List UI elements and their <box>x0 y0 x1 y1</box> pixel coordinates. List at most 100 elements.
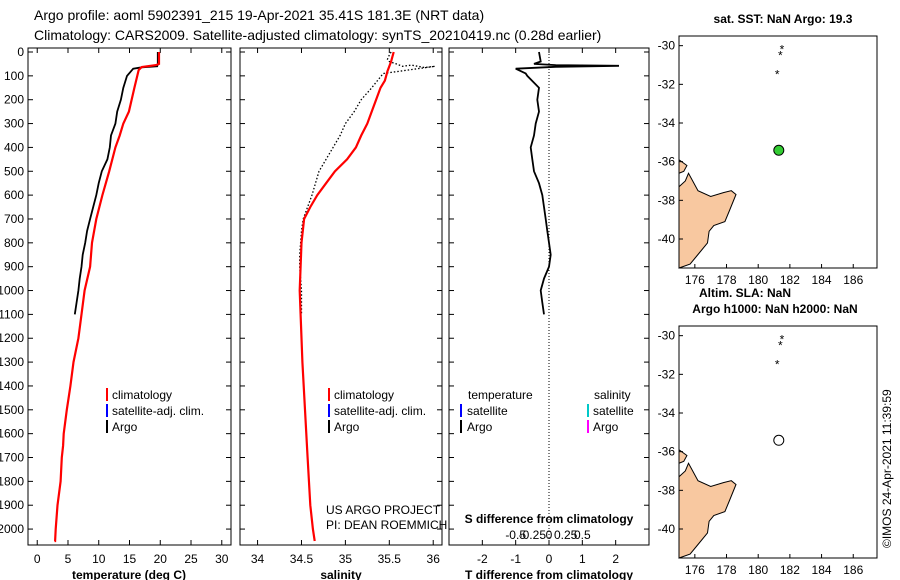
x-tick-label: 34.5 <box>290 552 314 566</box>
map-y-tick-label: -34 <box>658 406 676 420</box>
s-tick-label: 0.5 <box>574 528 591 542</box>
map-sst-title: sat. SST: NaN Argo: 19.3 <box>714 12 853 26</box>
s-tick-label: -0.25 <box>519 528 547 542</box>
depth-axis: 0 100 200 300 400 500 600 700 800 900 1000 1100 1200… <box>0 45 649 536</box>
x-tick-label: 20 <box>154 552 168 566</box>
map-x-tick-label: 180 <box>748 273 768 287</box>
map-x-tick-label: 178 <box>717 273 737 287</box>
map-sst: ***176 178 180 182 184 186-30-32-34-36-38-40 <box>658 35 878 287</box>
credit-line-2: PI: DEAN ROEMMICH <box>326 518 447 532</box>
map-x-tick-label: 184 <box>812 273 832 287</box>
map-y-tick-label: -30 <box>658 39 676 53</box>
x-tick-label: 0 <box>546 552 553 566</box>
map-sla-subtitle: Argo h1000: NaN h2000: NaN <box>692 302 857 316</box>
x-tick-label: 30 <box>215 552 229 566</box>
depth-tick-label: 100 <box>4 69 24 83</box>
legend-argo-label: Argo <box>112 420 138 434</box>
depth-tick-label: 800 <box>4 236 24 250</box>
x-tick-label: 15 <box>123 552 137 566</box>
depth-tick-label: 1100 <box>0 307 24 321</box>
island-shape <box>678 448 688 465</box>
prev-position-marker: * <box>778 338 783 352</box>
map-y-tick-label: -40 <box>658 232 676 246</box>
salinity-argo-line <box>299 51 436 315</box>
temperature-argo-line <box>73 52 159 315</box>
diff-legend-temperature-header: temperature <box>468 388 533 402</box>
depth-tick-label: 1700 <box>0 451 24 465</box>
map-y-tick-label: -36 <box>658 445 676 459</box>
temperature-climatology-line <box>54 52 161 543</box>
map-y-tick-label: -32 <box>658 367 676 381</box>
watermark: ©IMOS 24-Apr-2021 11:39:59 <box>880 389 894 548</box>
diff-legend-argo-s-label: Argo <box>593 420 619 434</box>
depth-tick-label: 1600 <box>0 427 24 441</box>
temperature-plot: 0 5 10 15 20 25 30 <box>34 48 229 566</box>
map-x-tick-label: 186 <box>843 563 863 577</box>
temperature-xlabel: temperature (deg C) <box>72 568 186 580</box>
map-sla-title: Altim. SLA: NaN <box>699 286 791 300</box>
header-line-2: Climatology: CARS2009. Satellite-adjuste… <box>34 27 601 43</box>
x-tick-label: -1 <box>510 552 521 566</box>
depth-tick-label: 2000 <box>0 522 24 536</box>
depth-tick-label: 1800 <box>0 474 24 488</box>
map-x-tick-label: 186 <box>843 273 863 287</box>
salinity-xlabel: salinity <box>320 568 362 580</box>
depth-tick-label: 600 <box>4 188 24 202</box>
map-y-tick-label: -38 <box>658 193 676 207</box>
prev-position-marker: * <box>775 68 780 82</box>
salinity-difference-xlabel: S difference from climatology <box>465 512 634 526</box>
depth-tick-label: 1400 <box>0 379 24 393</box>
map-y-tick-label: -38 <box>658 483 676 497</box>
map-y-tick-label: -34 <box>658 116 676 130</box>
salinity-plot: 34 34.5 35 35.5 36 <box>251 48 440 566</box>
map-x-tick-label: 178 <box>717 563 737 577</box>
sal-legend-climatology-label: climatology <box>334 388 394 402</box>
depth-tick-label: 1200 <box>0 331 24 345</box>
diff-legend-salinity-header: salinity <box>594 388 631 402</box>
s-tick-label: 0.25 <box>554 528 578 542</box>
depth-tick-label: 1300 <box>0 355 24 369</box>
x-tick-label: 2 <box>612 552 619 566</box>
difference-panel-frame <box>448 47 650 546</box>
x-tick-label: 5 <box>65 552 72 566</box>
map-y-tick-label: -36 <box>658 155 676 169</box>
depth-tick-label: 500 <box>4 164 24 178</box>
diff-legend-satellite-s-label: satellite <box>593 404 634 418</box>
depth-tick-label: 900 <box>4 260 24 274</box>
map-x-tick-label: 182 <box>780 563 800 577</box>
diff-legend-satellite-t-label: satellite <box>467 404 508 418</box>
prev-position-marker: * <box>780 43 785 57</box>
map-x-tick-label: 180 <box>748 563 768 577</box>
prev-position-marker: * <box>778 48 783 62</box>
x-tick-label: 35 <box>339 552 353 566</box>
x-tick-label: 34 <box>251 552 265 566</box>
depth-tick-label: 400 <box>4 140 24 154</box>
map-y-tick-label: -30 <box>658 329 676 343</box>
temperature-panel-frame <box>27 47 232 546</box>
island-shape <box>678 158 688 175</box>
depth-tick-label: 300 <box>4 117 24 131</box>
map-x-tick-label: 184 <box>812 563 832 577</box>
difference-plot: -2 -1 0 1 2-0.5-0.25 0 0.250.5 <box>477 48 619 566</box>
depth-tick-label: 1900 <box>0 498 24 512</box>
x-tick-label: 35.5 <box>378 552 402 566</box>
salinity-climatology-line <box>298 51 395 542</box>
s-tick-label: 0 <box>546 528 553 542</box>
prev-position-marker: * <box>775 358 780 372</box>
depth-tick-label: 200 <box>4 93 24 107</box>
difference-argo-line <box>515 51 620 315</box>
sal-legend-argo-label: Argo <box>334 420 360 434</box>
depth-tick-label: 1000 <box>0 284 24 298</box>
prev-position-marker: * <box>780 333 785 347</box>
x-tick-label: 0 <box>34 552 41 566</box>
legend-climatology-label: climatology <box>112 388 172 402</box>
map-y-tick-label: -40 <box>658 522 676 536</box>
credit-line-1: US ARGO PROJECT <box>326 503 441 517</box>
salinity-panel-frame <box>239 47 443 546</box>
float-position-marker <box>773 144 785 156</box>
float-position-marker <box>773 434 785 446</box>
x-tick-label: -2 <box>477 552 488 566</box>
x-tick-label: 10 <box>92 552 106 566</box>
map-x-tick-label: 182 <box>780 273 800 287</box>
